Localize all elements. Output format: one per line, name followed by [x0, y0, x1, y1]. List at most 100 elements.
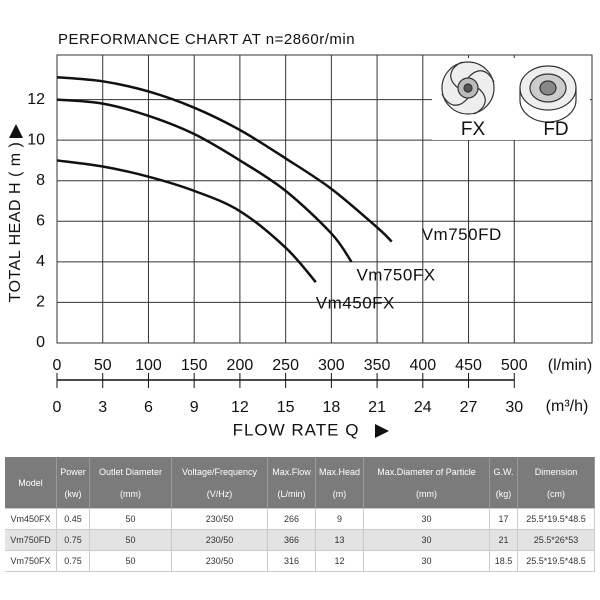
curve: [56, 76, 393, 243]
header-text: (kg): [495, 488, 512, 499]
x2-unit: (m³/h): [546, 398, 589, 415]
x2-tick-label: 21: [368, 399, 386, 416]
table-cell: 50: [90, 509, 172, 530]
x2-tick-label: 27: [460, 399, 478, 416]
y-tick-label: 10: [27, 131, 45, 148]
header-cell: Max.Head (m): [316, 457, 364, 509]
x-tick-label: 450: [455, 357, 482, 374]
header-cell: Power (kw): [57, 457, 90, 509]
x-tick-label: 400: [409, 357, 436, 374]
x2-tick-label: 24: [414, 399, 432, 416]
y-tick-label: 8: [36, 172, 45, 189]
header-text: G.W.: [493, 466, 514, 477]
table-cell: 50: [90, 530, 172, 551]
table-cell: 30: [364, 509, 490, 530]
header-cell: Max.Diameter of Particle (mm): [364, 457, 490, 509]
header-text: (mm): [416, 488, 437, 499]
x-tick-label: 500: [501, 357, 528, 374]
impeller-icons: FX FD: [432, 58, 590, 140]
table-cell: 30: [364, 530, 490, 551]
x2-tick-label: 6: [144, 399, 153, 416]
table-cell: 0.75: [57, 530, 90, 551]
table-cell: 366: [268, 530, 316, 551]
table-cell: 17: [490, 509, 518, 530]
image-label: FD: [543, 119, 568, 140]
arrow: [9, 124, 23, 138]
header-cell: Model: [5, 457, 57, 509]
table-cell: 30: [364, 551, 490, 572]
header-cell: Voltage/Frequency (V/Hz): [172, 457, 268, 509]
table-cell: Vm450FX: [5, 509, 57, 530]
arrow: [375, 424, 389, 438]
x-tick-label: 250: [272, 357, 299, 374]
x-tick-label: 300: [318, 357, 345, 374]
curve: [56, 98, 353, 263]
chart: PERFORMANCE CHART AT n=2860r/min FX FD T…: [7, 31, 593, 439]
table-cell: 12: [316, 551, 364, 572]
header-text: Max.Flow: [272, 466, 311, 477]
x2-tick-label: 18: [322, 399, 340, 416]
y-tick-label: 0: [36, 334, 45, 351]
x-tick-label: 50: [94, 357, 112, 374]
header-text: Voltage/Frequency: [181, 466, 258, 477]
table-cell: 230/50: [172, 509, 268, 530]
x2-tick-label: 30: [505, 399, 523, 416]
x2-tick-label: 3: [98, 399, 107, 416]
table-cell: 0.45: [57, 509, 90, 530]
header-text: Model: [18, 477, 43, 488]
table-cell: 25.5*19.5*48.5: [518, 551, 595, 572]
header-text: Outlet Diameter: [98, 466, 163, 477]
x-tick-label: 200: [227, 357, 254, 374]
table-cell: 266: [268, 509, 316, 530]
header-text: (L/min): [277, 488, 306, 499]
header-text: (cm): [547, 488, 565, 499]
x-tick-label: 100: [135, 357, 162, 374]
header-text: Max.Diameter of Particle: [377, 466, 476, 477]
y-tick-label: 4: [36, 253, 45, 270]
table-cell: 25.5*26*53: [518, 530, 595, 551]
curve-label: Vm750FD: [422, 225, 502, 244]
x-unit: (l/min): [548, 357, 592, 374]
y-axis-label: TOTAL HEAD H ( m ): [7, 142, 24, 303]
header-text: (mm): [120, 488, 141, 499]
image-label: FX: [461, 119, 486, 140]
header-cell: G.W. (kg): [490, 457, 518, 509]
curve-label: Vm450FX: [316, 294, 395, 313]
x-tick-label: 150: [181, 357, 208, 374]
table-cell: 21: [490, 530, 518, 551]
header-text: (kw): [64, 488, 82, 499]
table-cell: 9: [316, 509, 364, 530]
table-cell: 316: [268, 551, 316, 572]
x2-tick-label: 9: [190, 399, 199, 416]
table-cell: 50: [90, 551, 172, 572]
y-tick-label: 2: [36, 294, 45, 311]
table-cell: Vm750FD: [5, 530, 57, 551]
y-tick-label: 12: [27, 91, 45, 108]
x2-tick-label: 12: [231, 399, 249, 416]
header-text: (V/Hz): [206, 488, 233, 499]
x-tick-label: 350: [364, 357, 391, 374]
table-cell: 25.5*19.5*48.5: [518, 509, 595, 530]
header-text: Max.Head: [318, 466, 361, 477]
header-text: Power: [60, 466, 86, 477]
x-axis-label: FLOW RATE Q: [233, 420, 360, 439]
header-text: (m): [332, 488, 347, 499]
table-cell: 230/50: [172, 551, 268, 572]
header-cell: Max.Flow (L/min): [268, 457, 316, 509]
curve: [56, 159, 317, 283]
curve-label: Vm750FX: [356, 265, 435, 284]
table-cell: 230/50: [172, 530, 268, 551]
header-cell: Outlet Diameter (mm): [90, 457, 172, 509]
table-cell: 0.75: [57, 551, 90, 572]
x2-tick-label: 15: [277, 399, 295, 416]
chart-title: PERFORMANCE CHART AT n=2860r/min: [58, 31, 355, 48]
x2-tick-label: 0: [53, 399, 62, 416]
y-tick-label: 6: [36, 213, 45, 230]
table-cell: 18.5: [490, 551, 518, 572]
header-text: Dimension: [534, 466, 578, 477]
table-cell: Vm750FX: [5, 551, 57, 572]
header-cell: Dimension (cm): [518, 457, 595, 509]
table-cell: 13: [316, 530, 364, 551]
x-tick-label: 0: [53, 357, 62, 374]
